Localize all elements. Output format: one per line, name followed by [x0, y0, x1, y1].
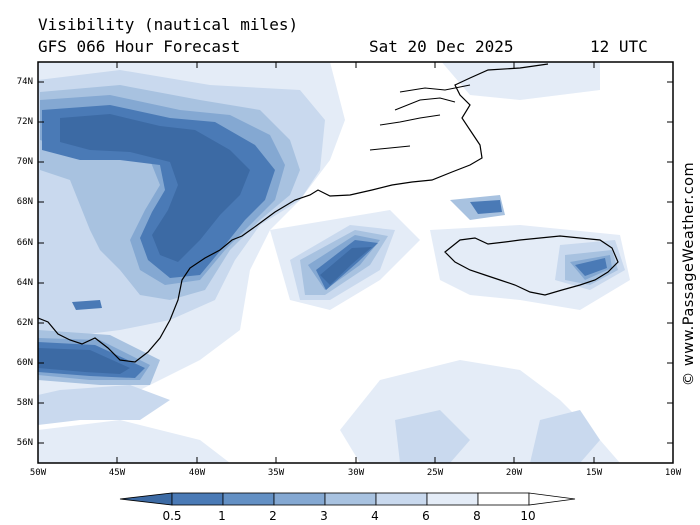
axis-ticks: [38, 62, 673, 463]
lat-label: 60N: [16, 358, 33, 368]
lon-label: 10W: [664, 468, 682, 478]
colorbar-segment: [528, 492, 576, 506]
lon-label: 15W: [585, 468, 603, 478]
colorbar-segment: [426, 492, 479, 506]
forecast-time: 12 UTC: [590, 37, 648, 56]
forecast-date: Sat 20 Dec 2025: [369, 37, 514, 56]
lon-label: 25W: [426, 468, 444, 478]
forecast-model: GFS 066 Hour Forecast: [38, 37, 241, 56]
credit: © www.PassageWeather.com: [676, 148, 700, 398]
lat-label: 56N: [16, 438, 33, 448]
colorbar-segment: [222, 492, 275, 506]
lon-label: 45W: [108, 468, 126, 478]
colorbar-label: 3: [320, 509, 328, 523]
colorbar-segment: [119, 492, 173, 506]
colorbar-segment: [477, 492, 530, 506]
colorbar-label: 0.5: [162, 509, 182, 523]
lat-label: 74N: [16, 77, 33, 87]
lon-label: 20W: [505, 468, 523, 478]
lat-label: 64N: [16, 278, 33, 288]
lat-label: 62N: [16, 318, 33, 328]
lat-label: 70N: [16, 157, 33, 167]
colorbar-segment: [171, 492, 224, 506]
lon-label: 35W: [267, 468, 285, 478]
lat-label: 72N: [16, 117, 33, 127]
visibility-colorbar: [119, 492, 576, 506]
lon-label: 50W: [29, 468, 47, 478]
colorbar-label: 10: [520, 509, 536, 523]
credit-text: © www.PassageWeather.com: [681, 161, 697, 387]
visibility-field: [38, 62, 673, 463]
lat-label: 66N: [16, 238, 33, 248]
colorbar-label: 1: [218, 509, 226, 523]
lat-label: 58N: [16, 398, 33, 408]
colorbar-segment: [324, 492, 377, 506]
colorbar-label: 4: [371, 509, 379, 523]
colorbar-label: 6: [422, 509, 430, 523]
colorbar-label: 8: [473, 509, 481, 523]
map-title: Visibility (nautical miles): [38, 15, 299, 34]
colorbar-segment: [375, 492, 428, 506]
colorbar-label: 2: [269, 509, 277, 523]
lat-label: 68N: [16, 197, 33, 207]
lon-label: 40W: [188, 468, 206, 478]
colorbar-segment: [273, 492, 326, 506]
lon-label: 30W: [347, 468, 365, 478]
